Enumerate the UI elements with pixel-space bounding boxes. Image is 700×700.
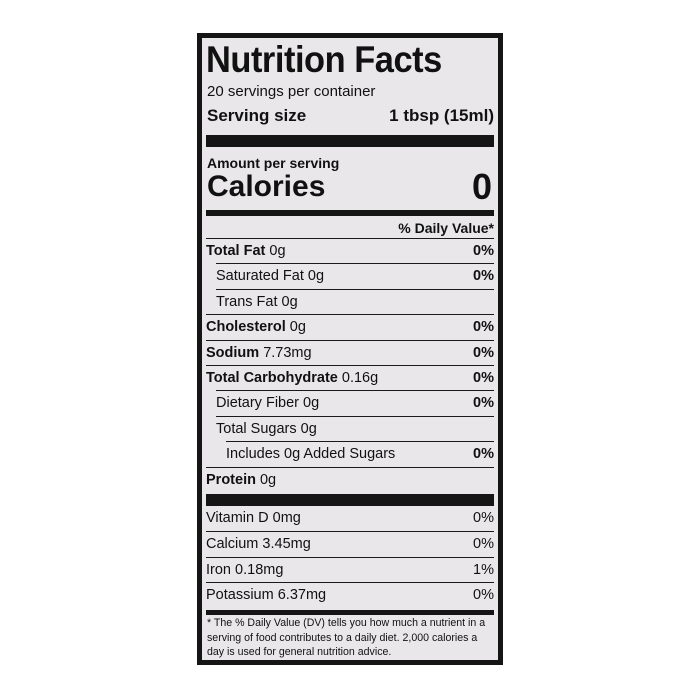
vitamin-dv: 1% bbox=[473, 561, 494, 578]
nutrient-amount: 0g bbox=[281, 293, 298, 310]
vitamin-name: Vitamin D bbox=[206, 510, 269, 526]
servings: 20 servings per container bbox=[207, 83, 376, 100]
nutrient-row: Dietary Fiber 0g 0% bbox=[216, 390, 494, 416]
footnote: * The % Daily Value (DV) tells you how m… bbox=[207, 617, 486, 658]
nutrient-name: Protein bbox=[206, 471, 256, 488]
nutrient-row: Includes 0g Added Sugars 0% bbox=[226, 441, 494, 467]
nutrient-amount: 0g bbox=[307, 268, 325, 285]
daily-value-header: % Daily Value* bbox=[398, 220, 494, 236]
nutrient-row: Saturated Fat 0g 0% bbox=[216, 263, 494, 289]
vitamin-name: Potassium bbox=[206, 587, 274, 604]
nutrient-name: Dietary Fiber bbox=[216, 395, 299, 412]
vitamin-name: Iron bbox=[206, 561, 231, 578]
nutrient-dv: 0% bbox=[473, 243, 494, 259]
nutrient-dv: 0% bbox=[473, 395, 494, 412]
nutrient-amount: 0.16g bbox=[341, 370, 379, 386]
vitamin-row: Calcium 3.45mg 0% bbox=[206, 531, 494, 557]
medium-rule bbox=[206, 210, 494, 216]
nutrient-amount: 0g bbox=[269, 243, 286, 259]
amount-per-serving: Amount per serving bbox=[207, 155, 340, 171]
nutrient-name: Cholesterol bbox=[206, 319, 286, 336]
vitamin-dv: 0% bbox=[473, 510, 494, 526]
serving-size: 1 tbsp (15ml) bbox=[389, 106, 494, 125]
vitamin-amount: 3.45mg bbox=[262, 536, 311, 553]
nutrient-amount: 0g bbox=[259, 471, 277, 488]
nutrient-dv: 0% bbox=[473, 268, 494, 285]
thick-rule bbox=[206, 494, 494, 506]
serving-size-label: Serving size bbox=[207, 106, 307, 125]
vitamin-dv: 0% bbox=[473, 536, 494, 553]
vitamin-amount: 6.37mg bbox=[277, 587, 327, 604]
nutrient-amount: 7.73mg bbox=[263, 344, 312, 361]
vitamin-row: Potassium 6.37mg 0% bbox=[206, 582, 494, 608]
medium-rule bbox=[206, 609, 494, 615]
nutrient-dv: 0% bbox=[473, 446, 494, 463]
vitamin-name: Calcium bbox=[206, 536, 259, 553]
nutrient-dv: 0% bbox=[473, 319, 494, 336]
nutrient-dv: 0% bbox=[473, 344, 494, 361]
nutrient-name: Total Carbohydrate bbox=[206, 370, 338, 386]
vitamin-amount: 0.18mg bbox=[235, 561, 284, 578]
nutrient-name: Sodium bbox=[206, 344, 260, 361]
nutrient-name: Includes 0g Added Sugars bbox=[226, 446, 396, 463]
nutrient-row: Total Fat 0g 0% bbox=[206, 238, 494, 264]
nutrient-dv: 0% bbox=[473, 370, 494, 386]
nutrient-name: Saturated Fat bbox=[216, 268, 304, 285]
title: Nutrition Facts bbox=[206, 39, 442, 80]
nutrient-row: Protein 0g bbox=[206, 466, 494, 493]
calories-label: Calories bbox=[207, 170, 326, 203]
nutrition-label: Nutrition Facts 20 servings per containe… bbox=[197, 33, 503, 665]
nutrient-amount: 0g bbox=[303, 395, 320, 412]
nutrient-name: Total Fat bbox=[206, 243, 266, 259]
nutrient-row: Total Carbohydrate 0.16g 0% bbox=[206, 365, 494, 391]
nutrient-row: Total Sugars 0g bbox=[216, 415, 494, 442]
nutrient-amount: 0g bbox=[300, 420, 317, 437]
vitamin-dv: 0% bbox=[473, 587, 494, 604]
vitamin-amount: 0mg bbox=[272, 510, 301, 526]
vitamin-row: Vitamin D 0mg 0% bbox=[206, 506, 494, 531]
nutrient-row: Trans Fat 0g bbox=[216, 288, 494, 315]
nutrient-name: Total Sugars bbox=[216, 420, 297, 437]
nutrient-amount: 0g bbox=[289, 319, 306, 336]
nutrient-row: Cholesterol 0g 0% bbox=[206, 314, 494, 340]
vitamin-row: Iron 0.18mg 1% bbox=[206, 556, 494, 583]
nutrient-name: Trans Fat bbox=[216, 293, 278, 310]
thick-rule bbox=[206, 135, 494, 147]
nutrient-row: Sodium 7.73mg 0% bbox=[206, 339, 494, 366]
calories-value: 0 bbox=[471, 166, 492, 207]
